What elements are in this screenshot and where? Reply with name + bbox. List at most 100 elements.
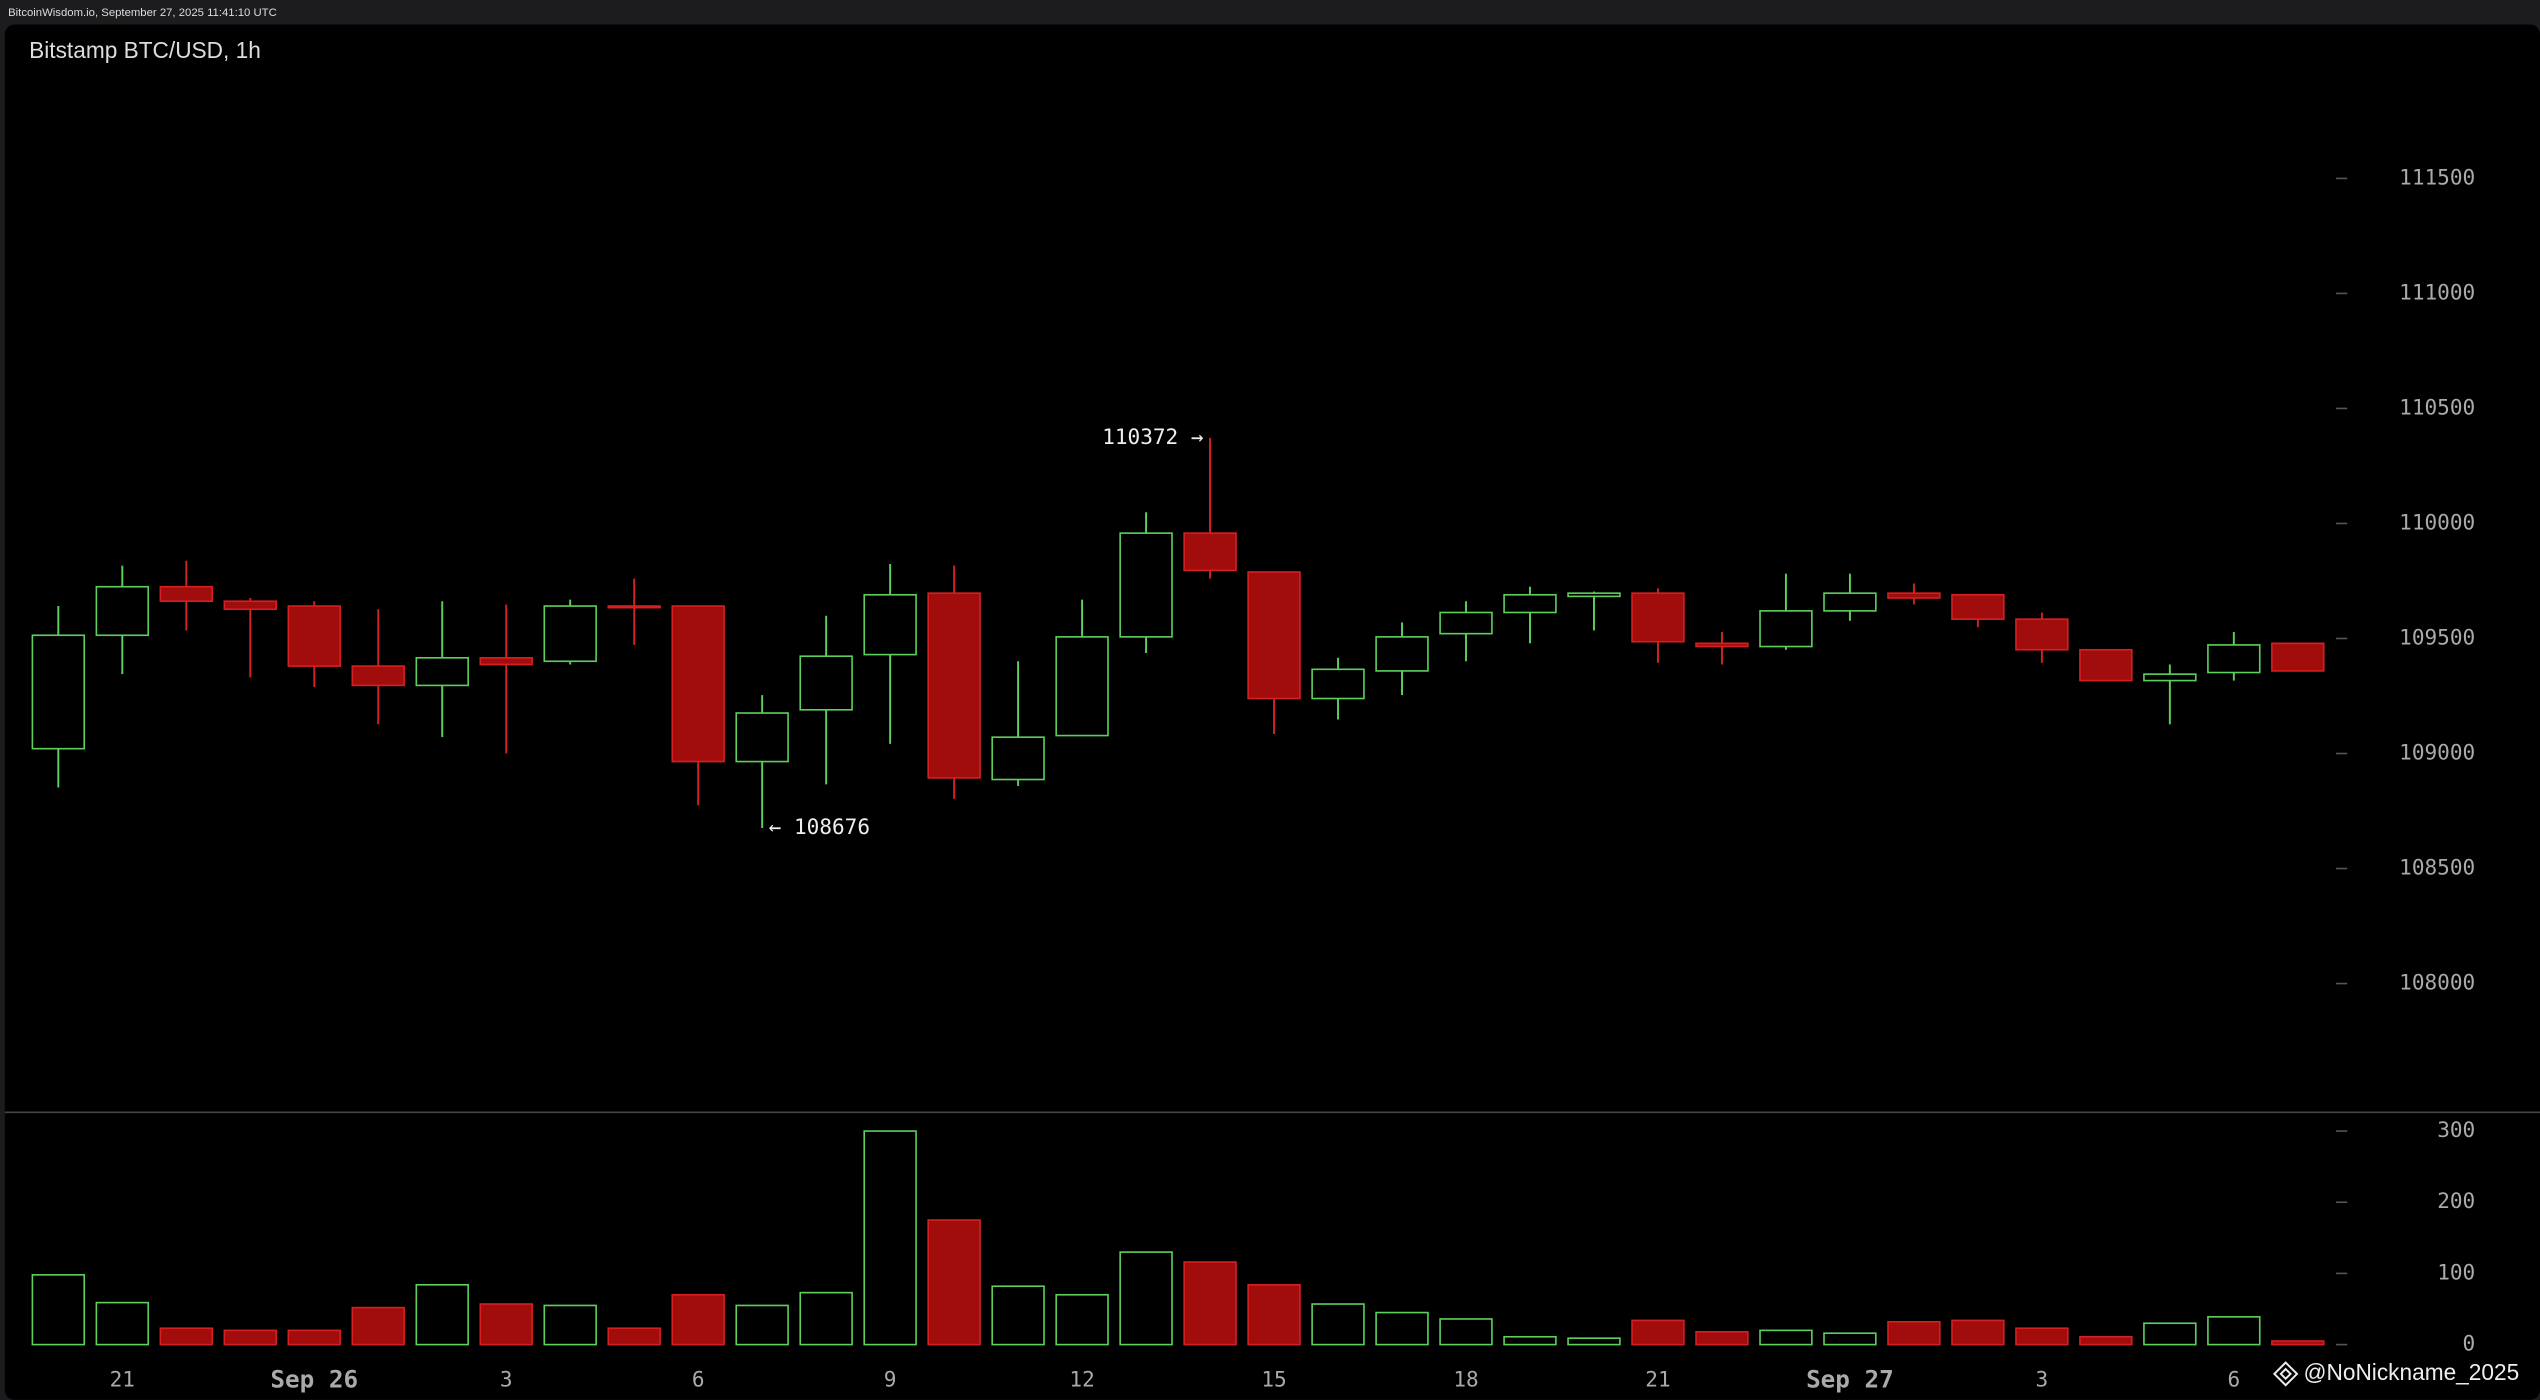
volume-bar <box>607 1327 661 1346</box>
volume-bar <box>159 1327 214 1346</box>
x-tick-label: 21 <box>110 1366 135 1391</box>
chart-panel <box>4 24 2540 1400</box>
volume-bar <box>735 1304 789 1346</box>
candle-body <box>2271 642 2325 672</box>
candle-body <box>95 585 150 637</box>
volume-bar <box>1951 1319 2005 1346</box>
candle-body <box>415 657 469 687</box>
chart-title: Bitstamp BTC/USD, 1h <box>29 37 261 63</box>
high-annotation: 110372 → <box>1102 424 1203 449</box>
x-tick-label: 9 <box>884 1366 897 1391</box>
volume-bar <box>543 1304 597 1346</box>
x-tick-label: 15 <box>1261 1366 1286 1391</box>
x-tick-label: 18 <box>1453 1366 1478 1391</box>
y-tick-label: 200 <box>2437 1188 2475 1213</box>
volume-bar <box>799 1291 853 1346</box>
x-tick-label: Sep 27 <box>1806 1364 1894 1393</box>
volume-bar <box>1503 1335 1557 1346</box>
candle-body <box>799 655 853 711</box>
y-tick-label: 110500 <box>2399 394 2475 419</box>
y-tick-label: 100 <box>2437 1259 2475 1284</box>
candle-body <box>1759 610 1813 648</box>
volume-bar <box>1439 1318 1493 1346</box>
volume-bar <box>991 1285 1045 1346</box>
y-tick-label: 108500 <box>2399 855 2475 880</box>
candle-body <box>1055 636 1109 737</box>
candle-body <box>2015 618 2069 651</box>
y-tick-label: 111500 <box>2399 164 2475 189</box>
candle-body <box>1311 668 1365 700</box>
volume-bar <box>2015 1327 2069 1346</box>
header-text: BitcoinWisdom.io, September 27, 2025 11:… <box>8 7 277 19</box>
volume-bar <box>2143 1322 2197 1346</box>
candle-body <box>1887 592 1941 599</box>
candle-body <box>223 600 278 611</box>
candle-body <box>1567 592 1621 598</box>
volume-bar <box>223 1329 278 1346</box>
low-annotation: ← 108676 <box>769 814 870 839</box>
volume-bar <box>31 1274 86 1346</box>
candle-body <box>1631 592 1685 643</box>
candle-body <box>1375 636 1429 672</box>
volume-bar <box>95 1301 150 1346</box>
candle-body <box>1503 593 1557 614</box>
volume-bar <box>1247 1283 1301 1346</box>
candle-body <box>991 736 1045 781</box>
volume-bar <box>863 1130 917 1346</box>
watermark: @NoNickname_2025 <box>2303 1359 2519 1385</box>
candle-body <box>735 712 789 763</box>
candle-body <box>31 634 86 750</box>
candle-body <box>2143 673 2197 682</box>
candle-body <box>543 605 597 663</box>
volume-bar <box>1759 1329 1813 1346</box>
volume-bar <box>927 1219 981 1346</box>
candle-body <box>1247 571 1301 700</box>
y-tick-label: 0 <box>2463 1331 2476 1356</box>
candle-body <box>2079 648 2133 682</box>
volume-bar <box>1055 1293 1109 1346</box>
volume-bar <box>1183 1261 1237 1346</box>
y-tick-label: 111000 <box>2399 279 2475 304</box>
volume-bar <box>1631 1319 1685 1346</box>
candle-body <box>1695 642 1749 648</box>
volume-bar <box>1119 1251 1173 1346</box>
candle-body <box>1823 592 1877 612</box>
volume-bar <box>2079 1335 2133 1346</box>
candle-body <box>671 605 725 763</box>
volume-bar <box>287 1329 341 1346</box>
candle-body <box>479 657 533 666</box>
y-tick-label: 108000 <box>2399 970 2475 995</box>
candle-body <box>927 592 981 779</box>
candle-body <box>159 585 214 603</box>
volume-bar <box>2271 1340 2325 1346</box>
volume-bar <box>479 1303 533 1346</box>
watermark-icon <box>2272 1361 2299 1387</box>
y-tick-label: 110000 <box>2399 509 2475 534</box>
volume-bar <box>415 1283 469 1346</box>
candle-body <box>287 605 341 667</box>
candle-body <box>607 605 661 609</box>
candle-body <box>351 665 405 687</box>
x-tick-label: 6 <box>2228 1366 2241 1391</box>
candle-body <box>1951 593 2005 620</box>
volume-bar <box>1823 1332 1877 1346</box>
x-tick-label: Sep 26 <box>270 1364 358 1393</box>
x-tick-label: 12 <box>1069 1366 1094 1391</box>
y-tick-label: 109000 <box>2399 740 2475 765</box>
candle-body <box>1119 532 1173 638</box>
x-tick-label: 3 <box>500 1366 513 1391</box>
volume-bar <box>1695 1330 1749 1346</box>
volume-bar <box>1311 1303 1365 1346</box>
candle-body <box>1439 611 1493 635</box>
volume-bar <box>351 1306 405 1346</box>
candle-body <box>1183 532 1237 572</box>
x-tick-label: 6 <box>692 1366 705 1391</box>
volume-bar <box>1375 1311 1429 1346</box>
volume-bar <box>1567 1337 1621 1346</box>
y-tick-label: 300 <box>2437 1117 2475 1142</box>
candle-body <box>863 593 917 656</box>
x-tick-label: 21 <box>1645 1366 1670 1391</box>
volume-bar <box>671 1293 725 1346</box>
